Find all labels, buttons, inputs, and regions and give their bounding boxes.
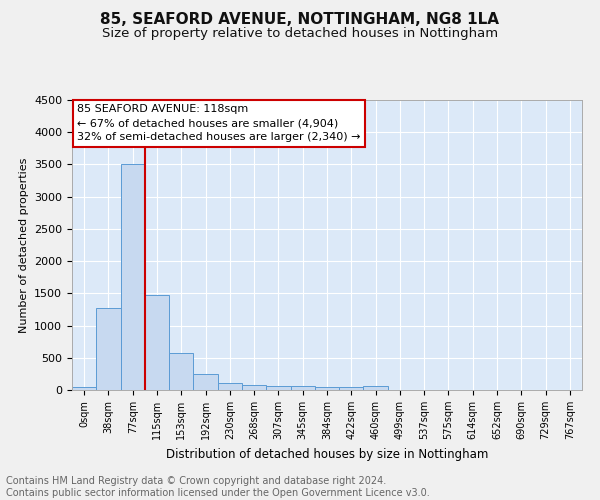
Bar <box>218 382 242 390</box>
Bar <box>96 308 121 390</box>
Bar <box>242 385 266 390</box>
X-axis label: Distribution of detached houses by size in Nottingham: Distribution of detached houses by size … <box>166 448 488 460</box>
Bar <box>145 294 169 390</box>
Bar <box>169 352 193 390</box>
Bar <box>290 386 315 390</box>
Text: 85, SEAFORD AVENUE, NOTTINGHAM, NG8 1LA: 85, SEAFORD AVENUE, NOTTINGHAM, NG8 1LA <box>101 12 499 28</box>
Bar <box>315 387 339 390</box>
Text: Contains HM Land Registry data © Crown copyright and database right 2024.
Contai: Contains HM Land Registry data © Crown c… <box>6 476 430 498</box>
Bar <box>266 386 290 390</box>
Bar <box>121 164 145 390</box>
Y-axis label: Number of detached properties: Number of detached properties <box>19 158 29 332</box>
Bar <box>364 386 388 390</box>
Text: Size of property relative to detached houses in Nottingham: Size of property relative to detached ho… <box>102 28 498 40</box>
Bar <box>339 387 364 390</box>
Text: 85 SEAFORD AVENUE: 118sqm
← 67% of detached houses are smaller (4,904)
32% of se: 85 SEAFORD AVENUE: 118sqm ← 67% of detac… <box>77 104 361 142</box>
Bar <box>72 387 96 390</box>
Bar <box>193 374 218 390</box>
